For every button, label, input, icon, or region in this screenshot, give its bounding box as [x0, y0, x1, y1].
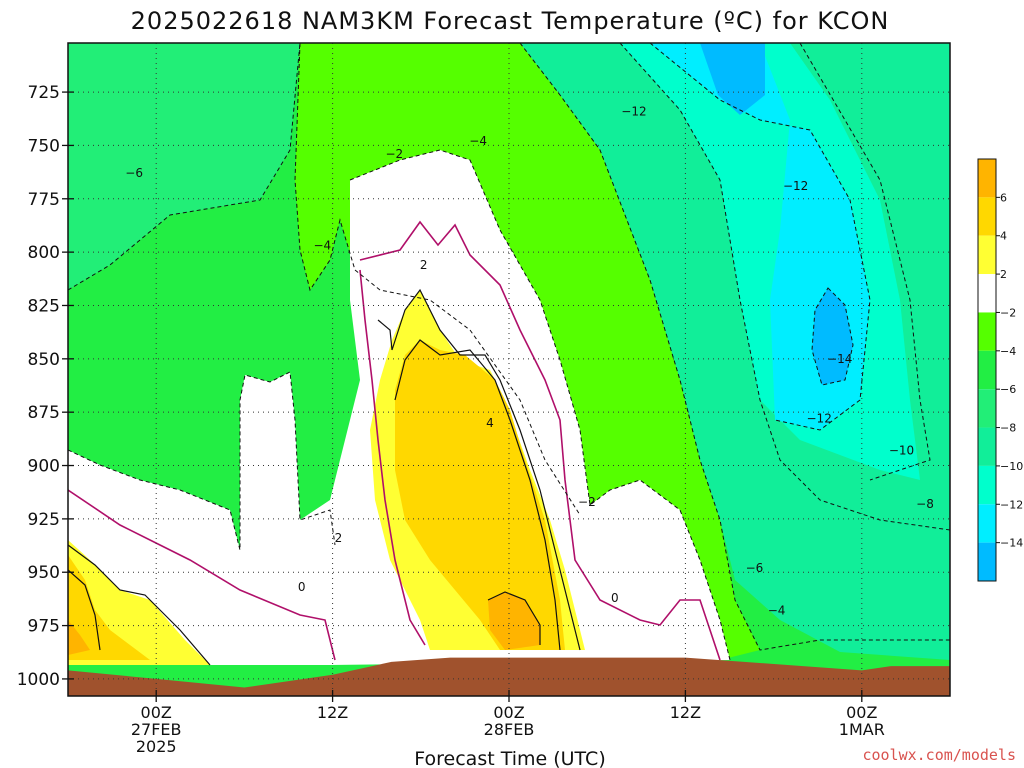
contour-label: −2: [385, 147, 403, 161]
colorbar-bin: [978, 235, 996, 275]
contour-label: −4: [768, 604, 786, 618]
contour-label: −14: [827, 352, 852, 366]
colorbar-frame: [977, 158, 997, 582]
x-tick-label: 2025: [136, 737, 177, 756]
colorbar-tick-label: 6: [1000, 191, 1007, 204]
band-minus6-upper-left: [68, 43, 300, 290]
contour-minus-six: [68, 43, 301, 291]
y-tick-label: 900: [28, 457, 60, 477]
contour-minus-fourteen: [811, 287, 854, 386]
contour-label: −8: [916, 497, 934, 511]
colorbar-tick-label: −12: [1000, 498, 1023, 511]
colorbar-tick-label: −10: [1000, 460, 1023, 473]
x-tick-label: 1MAR: [839, 720, 885, 739]
colorbar-bin: [978, 427, 996, 466]
contour-label: −6: [746, 561, 764, 575]
credit-text: coolwx.com/models: [862, 746, 1016, 764]
band-below-minus14-top: [700, 43, 765, 115]
x-tick-label: 12Z: [670, 703, 701, 722]
y-tick-label: 775: [28, 190, 60, 210]
contour-minus-four: [294, 43, 581, 516]
contour-label: −12: [621, 104, 646, 118]
contour-label: −4: [313, 239, 331, 253]
contour-labels: −6 −4 −2 −4 −12 −12 2 4 −2 2 0 0 −14 −12 −10 −8 −6 −4: [125, 104, 934, 618]
x-tick-label: 27FEB: [131, 720, 182, 739]
colorbar-bin: [978, 312, 996, 351]
y-tick-label: 850: [28, 350, 60, 370]
contour-label: 4: [486, 416, 494, 430]
y-tick-label: 925: [28, 510, 60, 530]
contour-label: −12: [807, 412, 832, 426]
contour-lines: [68, 43, 950, 666]
y-tick-label: 825: [28, 296, 60, 316]
contour-label: 2: [335, 531, 343, 545]
contour-label: 0: [611, 591, 619, 605]
contour-minus-four-right: [519, 43, 950, 651]
y-tick-label: 1000: [17, 670, 60, 690]
x-tick-label: 00Z: [846, 703, 877, 722]
colorbar-tick-label: −14: [1000, 537, 1023, 550]
colorbar-bin: [978, 504, 996, 543]
contour-label: −10: [889, 444, 914, 458]
y-tick-label: 750: [28, 136, 60, 156]
colorbar-bin: [978, 389, 996, 428]
y-tick-label: 800: [28, 243, 60, 263]
colorbar: 6 4 2 −2 −4 −6 −8 −10 −12 −14: [977, 158, 1023, 582]
contour-four: [394, 339, 561, 651]
contour-minus-twelve: [649, 43, 871, 431]
band-6-to-8-left: [68, 620, 90, 655]
y-tick-label: 875: [28, 403, 60, 423]
colorbar-tick-label: 2: [1000, 268, 1007, 281]
colorbar-bin: [978, 350, 996, 390]
contour-label: −12: [783, 179, 808, 193]
contour-zero-inner: [359, 269, 426, 646]
contour-label: −2: [578, 495, 596, 509]
colorbar-tick-label: −6: [1000, 383, 1016, 396]
temperature-field: [68, 43, 950, 696]
contour-label: −4: [469, 134, 487, 148]
contour-label: 2: [420, 258, 428, 272]
dotted-grid: [68, 43, 950, 696]
contour-zero: [359, 220, 721, 661]
chart-title: 2025022618 NAM3KM Forecast Temperature (…: [131, 7, 890, 35]
band-6-to-8: [488, 592, 540, 650]
contour-minus-two: [349, 149, 731, 661]
contour-six: [487, 591, 541, 645]
x-tick-label: 00Z: [493, 703, 524, 722]
colorbar-bin: [978, 159, 996, 198]
band-4-to-6-left: [68, 555, 150, 660]
contour-four-left: [68, 544, 211, 666]
contour-zero-left: [68, 489, 336, 661]
colorbar-bin: [978, 465, 996, 505]
colorbar-tick-label: −8: [1000, 422, 1016, 435]
y-tick-label: 950: [28, 563, 60, 583]
colorbar-tick-label: 4: [1000, 230, 1007, 243]
colorbar-tick-label: −4: [1000, 345, 1016, 358]
colorbar-bin: [978, 274, 996, 313]
y-tick-label: 725: [28, 83, 60, 103]
x-axis-label: Forecast Time (UTC): [414, 748, 605, 768]
contour-label: 0: [298, 580, 306, 594]
band-minus2-to-2-left: [68, 372, 335, 665]
y-axis: 725 750 775 800 825 850 875 900 925 950 975 1000: [17, 83, 74, 690]
colorbar-bin: [978, 197, 996, 236]
band-below-minus14-mid: [812, 288, 853, 385]
x-tick-label: 28FEB: [484, 720, 535, 739]
colorbar-bin: [978, 542, 996, 581]
colorbar-tick-label: −2: [1000, 306, 1016, 319]
contour-minus-six-right: [619, 43, 950, 531]
band-4-to-6: [395, 340, 565, 650]
x-tick-label: 12Z: [317, 703, 348, 722]
x-tick-label: 00Z: [141, 703, 172, 722]
y-tick-label: 975: [28, 617, 60, 637]
ground-surface: [68, 657, 950, 696]
contour-two: [377, 288, 581, 651]
contour-minus-two-left: [68, 371, 336, 551]
contour-six-left: [68, 569, 101, 651]
contour-label: −6: [125, 166, 143, 180]
